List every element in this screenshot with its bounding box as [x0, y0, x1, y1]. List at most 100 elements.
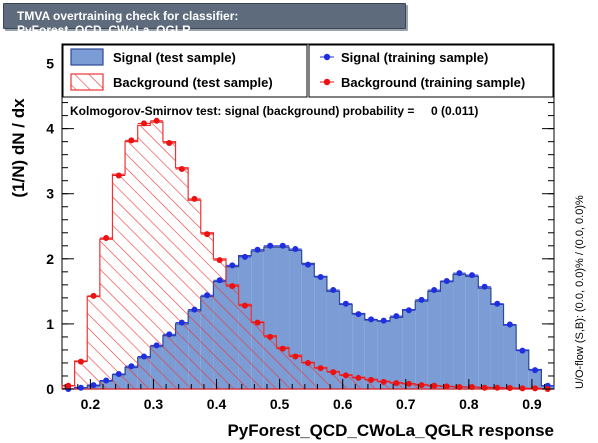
signal-training-point: [380, 317, 387, 324]
signal-test-bar: [314, 276, 327, 389]
signal-test-bar: [478, 288, 491, 389]
x-tick-label: 0.2: [81, 396, 101, 412]
signal-training-point: [368, 316, 375, 323]
background-test-bar: [352, 377, 365, 389]
signal-training-point: [153, 342, 160, 349]
signal-training-point: [506, 321, 513, 328]
background-training-point: [469, 384, 475, 391]
background-test-bar: [226, 284, 239, 389]
background-training-point: [204, 231, 211, 238]
signal-training-point: [355, 311, 362, 318]
background-training-point: [141, 120, 147, 127]
x-axis-label: PyForest_QCD_CWoLa_QGLR response: [227, 421, 554, 440]
background-test-bar: [200, 232, 214, 389]
background-training-point: [405, 380, 412, 387]
signal-training-point: [77, 384, 84, 391]
background-training-point: [115, 172, 122, 179]
y-axis-label: (1/N) dN / dx: [9, 98, 28, 198]
background-training-point: [305, 359, 311, 366]
y-axis-ticks: 0 1 2 3 4 5: [46, 50, 554, 397]
signal-test-bar: [490, 304, 504, 389]
signal-training-point: [216, 277, 223, 284]
signal-training-point: [532, 367, 539, 374]
background-training-point: [191, 195, 198, 202]
legend-swatch-signal-test: [70, 48, 104, 66]
signal-training-point: [103, 377, 110, 384]
signal-training-point: [418, 296, 425, 303]
signal-training-point: [254, 246, 261, 253]
signal-test-bar: [352, 313, 365, 389]
background-training-point: [241, 302, 248, 309]
background-test-bar: [213, 258, 226, 389]
background-test-bar: [188, 200, 201, 389]
background-test-bar: [314, 367, 327, 389]
background-training-point: [254, 319, 261, 326]
background-training-point: [166, 139, 173, 146]
background-training-point: [506, 385, 513, 392]
window-title: TMVA overtraining check for classifier: …: [17, 9, 239, 37]
signal-training-point: [469, 272, 475, 279]
x-tick-label: 0.5: [270, 396, 290, 412]
background-test-bar: [289, 355, 302, 389]
background-training-point: [178, 165, 185, 172]
background-training-point: [342, 372, 349, 379]
signal-test-bar: [440, 281, 454, 389]
legend-label-signal-training: Signal (training sample): [341, 50, 488, 65]
signal-training-point: [342, 300, 349, 307]
legend-label-signal-test: Signal (test sample): [113, 50, 236, 65]
background-training-point: [380, 378, 387, 385]
signal-training-point: [519, 347, 526, 354]
background-training-point: [418, 382, 425, 389]
x-tick-label: 0.4: [207, 396, 227, 412]
background-training-point: [267, 333, 274, 340]
signal-test-bar: [503, 325, 517, 389]
legend-swatch-background-test: [70, 73, 104, 91]
signal-test-bar: [415, 301, 428, 389]
background-training-point: [317, 365, 324, 372]
signal-training-point: [241, 253, 248, 260]
background-training-points: [62, 117, 554, 392]
signal-training-point: [191, 306, 198, 313]
signal-training-point: [128, 363, 135, 370]
legend-box-training: [308, 44, 554, 98]
x-tick-label: 0.7: [396, 396, 416, 412]
background-training-point: [355, 374, 362, 381]
background-test-bar: [301, 362, 315, 389]
background-test-bar: [137, 125, 151, 390]
signal-training-point: [305, 261, 311, 268]
signal-training-point: [292, 246, 299, 253]
legend-box-test: [62, 44, 308, 98]
background-test-bar: [263, 335, 277, 389]
signal-training-point: [279, 242, 286, 249]
signal-test-bar: [326, 291, 340, 389]
background-training-point: [456, 384, 463, 391]
background-training-point: [153, 117, 160, 124]
background-training-point: [431, 382, 438, 389]
background-test-bar: [125, 141, 138, 389]
signal-training-point: [456, 270, 463, 277]
signal-training-point: [141, 353, 147, 360]
signal-training-point: [481, 283, 488, 290]
signal-training-point: [90, 382, 97, 389]
background-test-bar: [175, 167, 189, 389]
background-training-point: [393, 380, 400, 387]
signal-training-point: [166, 331, 173, 338]
background-training-point: [90, 292, 97, 299]
signal-test-bar: [339, 304, 353, 389]
signal-test-bar: [377, 321, 390, 389]
y-tick-label: 2: [46, 251, 54, 267]
overflow-annotation: U/O-flow (S,B): (0.0, 0.0)% / (0.0, 0.0)…: [574, 195, 586, 389]
signal-test-bar: [301, 263, 315, 389]
y-tick-label: 1: [46, 316, 54, 332]
legend-marker-signal-training: [323, 53, 331, 61]
y-tick-label: 4: [46, 121, 54, 137]
legend-marker-background-training: [323, 78, 331, 86]
background-test-bar: [162, 141, 176, 389]
signal-training-point: [115, 371, 122, 378]
background-test-bar: [87, 296, 100, 389]
signal-training-point: [317, 274, 324, 281]
ks-test-annotation: Kolmogorov-Smirnov test: signal (backgro…: [70, 104, 478, 118]
background-training-point: [216, 257, 223, 264]
background-test-bar: [377, 381, 390, 389]
